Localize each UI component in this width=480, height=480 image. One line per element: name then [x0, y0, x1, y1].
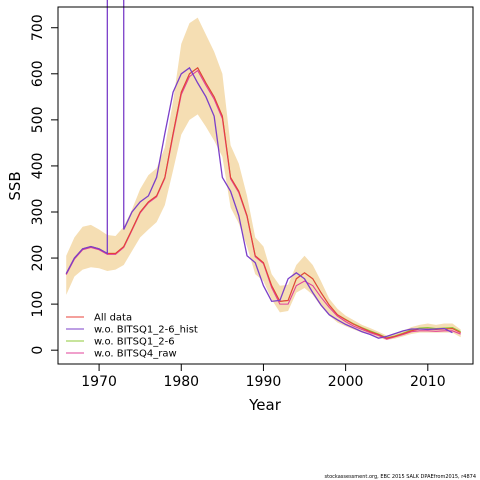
y-tick-label: 100 — [30, 291, 46, 318]
x-axis: 1970 1980 1990 2000 2010 — [81, 364, 446, 390]
confidence-band-layer — [66, 17, 461, 341]
y-axis-title: SSB — [6, 171, 24, 200]
legend-label: w.o. BITSQ1_2-6 — [94, 337, 175, 348]
y-tick-label: 300 — [30, 199, 46, 226]
y-tick-label: 400 — [30, 153, 46, 180]
legend-label: w.o. BITSQ1_2-6_hist — [94, 325, 198, 336]
confidence-band — [66, 17, 461, 341]
series-lines-layer — [65, 0, 461, 340]
x-tick-label: 2000 — [328, 374, 364, 390]
x-axis-title: Year — [248, 396, 282, 414]
x-tick-label: 1980 — [163, 374, 199, 390]
y-tick-label: 700 — [30, 14, 46, 41]
y-tick-label: 0 — [30, 346, 46, 355]
y-tick-label: 200 — [30, 245, 46, 272]
plot-frame — [57, 6, 474, 365]
series-line-1 — [65, 0, 453, 339]
legend-label: w.o. BITSQ4_raw — [94, 349, 177, 360]
y-tick-label: 600 — [30, 60, 46, 87]
x-tick-label: 1970 — [81, 374, 117, 390]
footer-credit: stockassessment.org, EBC 2015 SALK DPAEf… — [324, 474, 476, 480]
y-axis: 0 100 200 300 400 500 600 700 — [30, 14, 58, 355]
series-line-0 — [65, 66, 461, 339]
legend-label: All data — [94, 313, 132, 324]
x-tick-label: 2010 — [410, 374, 446, 390]
y-tick-label: 500 — [30, 106, 46, 133]
x-tick-label: 1990 — [246, 374, 282, 390]
